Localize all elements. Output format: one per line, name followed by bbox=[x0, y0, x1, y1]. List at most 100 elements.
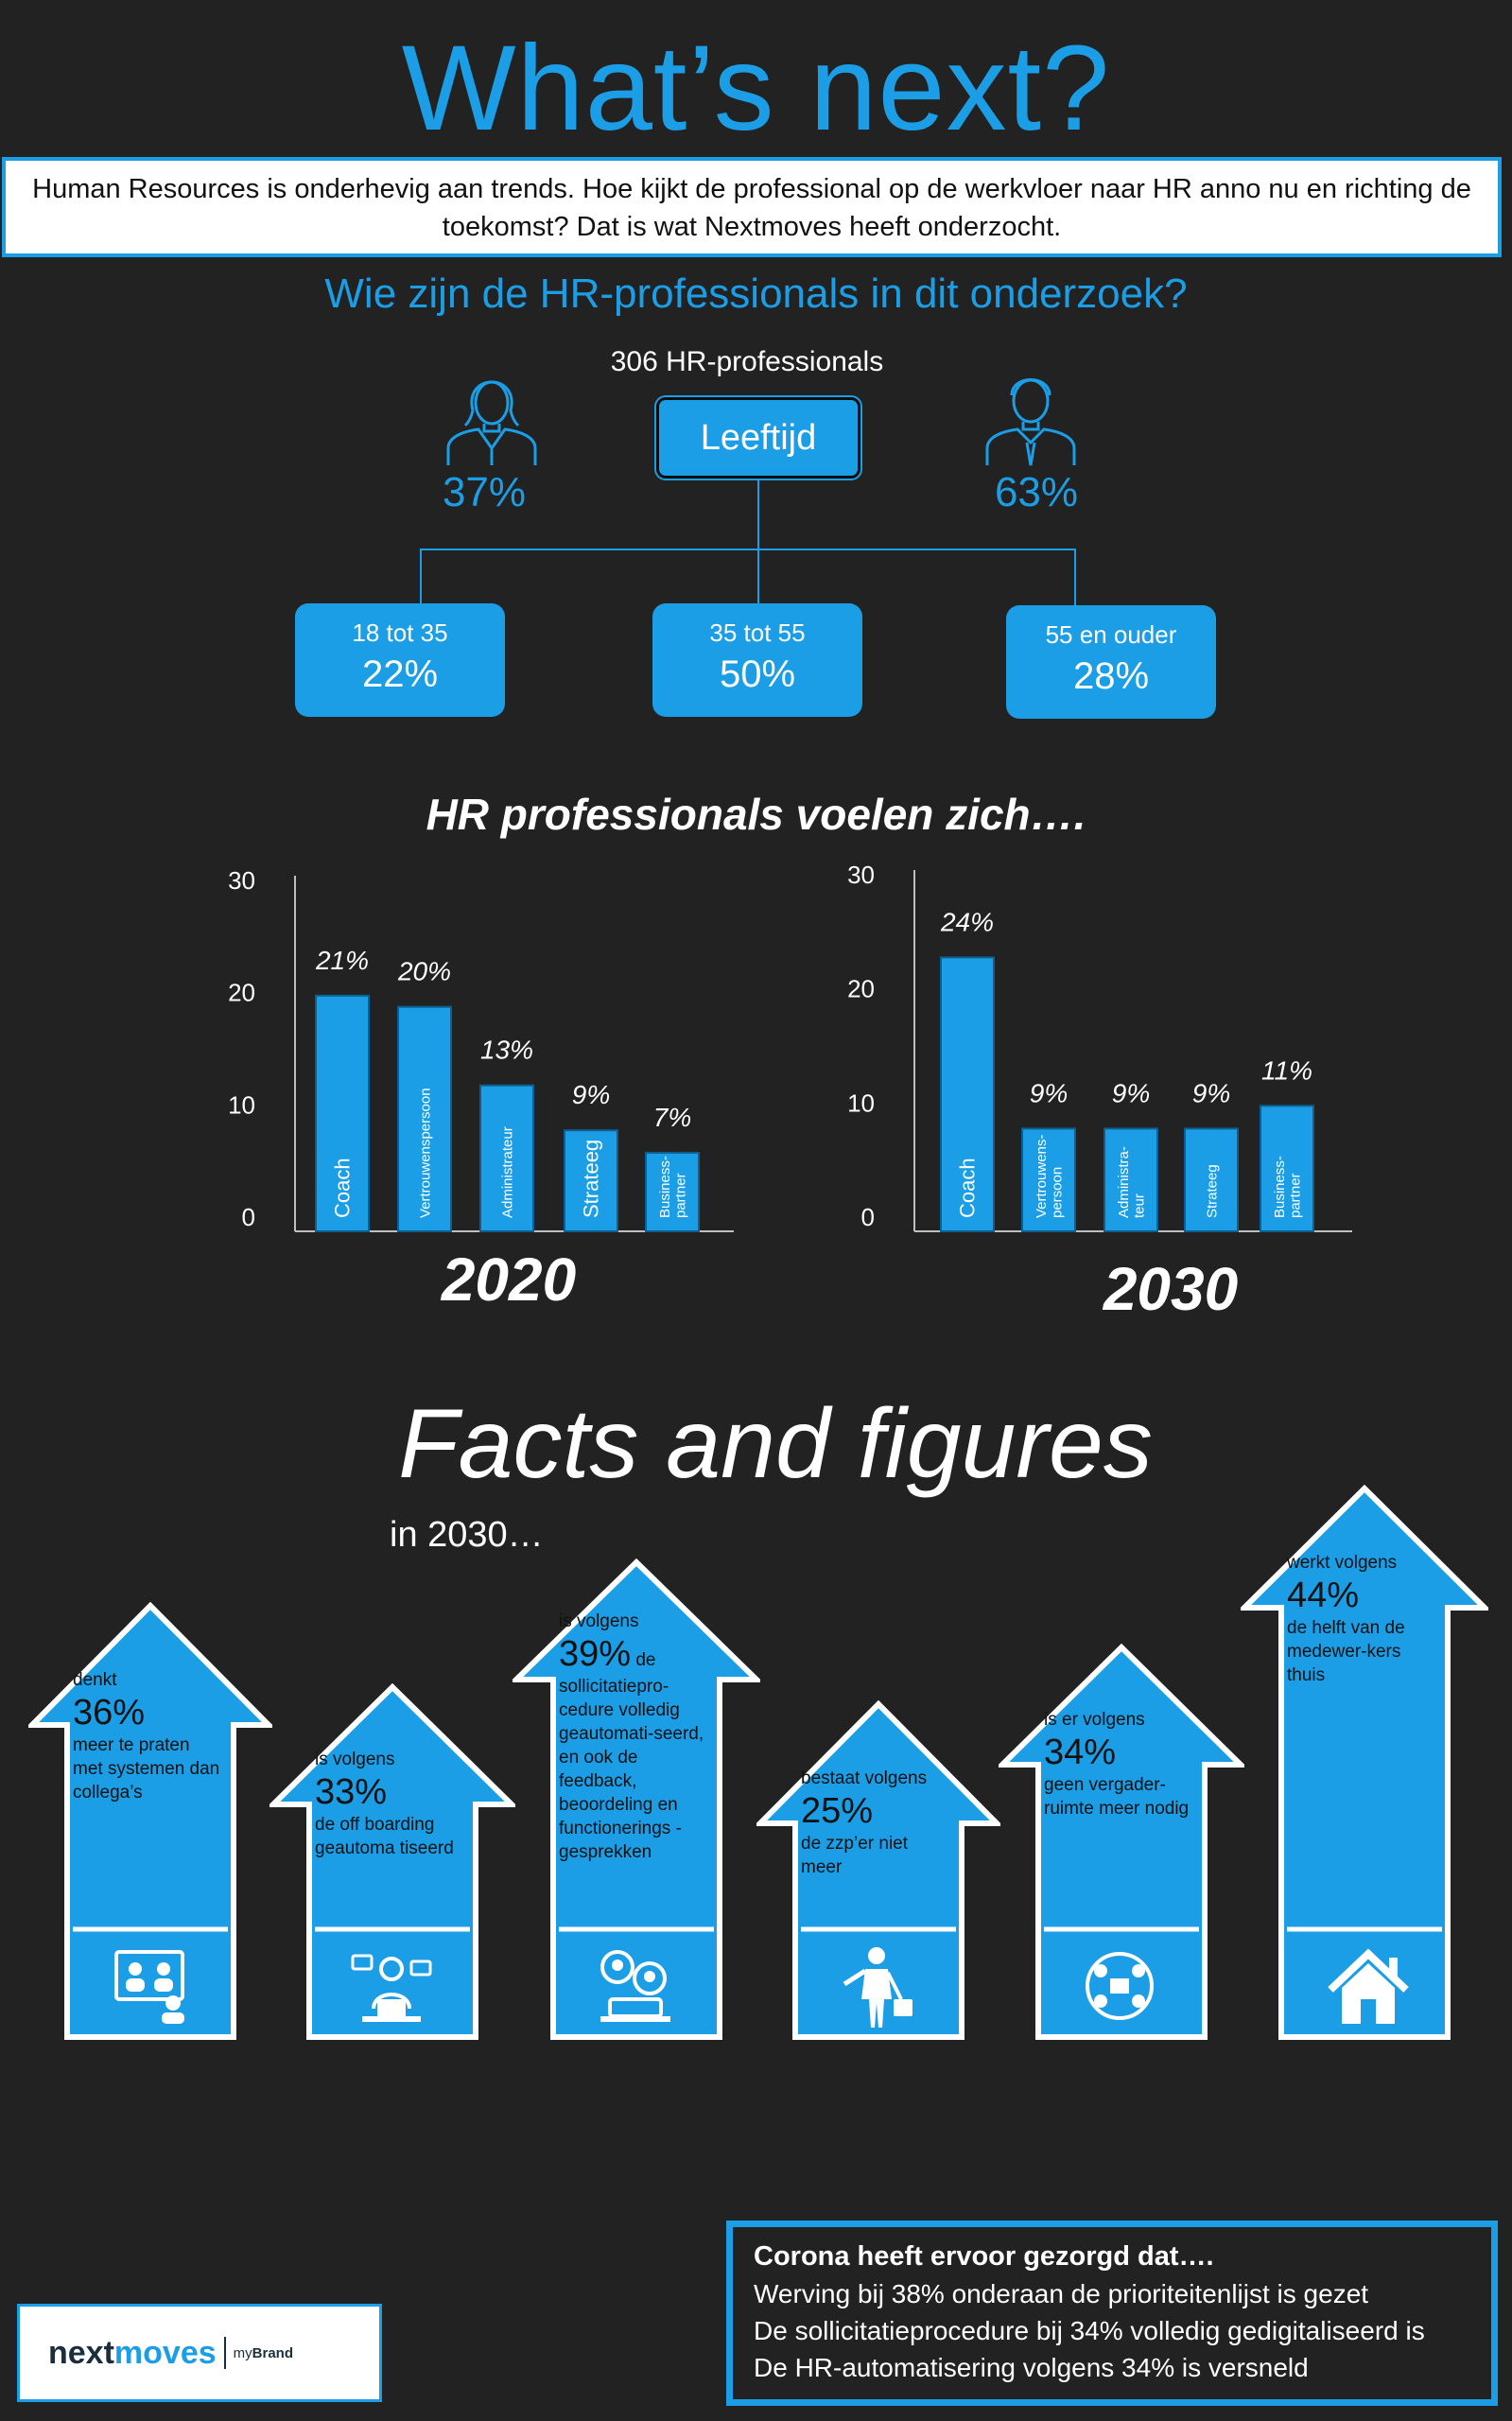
chart-title-2030: 2030 bbox=[1103, 1255, 1239, 1323]
data-label: 9% bbox=[1192, 1078, 1230, 1107]
arrow-text: bestaat volgens 25% de zzp’er niet meer bbox=[801, 1767, 948, 1879]
arrow-pre-text: bestaat volgens bbox=[801, 1768, 928, 1788]
arrow-percentage-row: 36% bbox=[73, 1692, 220, 1733]
video-call-icon bbox=[114, 1950, 184, 2024]
arrow-pre-text: is er volgens bbox=[1044, 1710, 1145, 1730]
arrow-post-text: de off boarding geautoma tiseerd bbox=[315, 1815, 454, 1858]
bar bbox=[1184, 1127, 1239, 1232]
corona-box: Corona heeft ervoor gezorgd dat…. Wervin… bbox=[726, 2221, 1498, 2406]
logo-mybrand: myBrand bbox=[234, 2345, 293, 2361]
arrow-percentage: 36% bbox=[73, 1693, 146, 1733]
category-label: Strateeg bbox=[1204, 1164, 1220, 1218]
arrow-percentage: 33% bbox=[315, 1772, 388, 1812]
demographics-subtitle: Wie zijn de HR-professionals in dit onde… bbox=[324, 270, 1188, 317]
facts-title: Facts and figures bbox=[398, 1389, 1153, 1499]
age-group-value: 22% bbox=[361, 653, 439, 695]
corona-heading: Corona heeft ervoor gezorgd dat…. bbox=[754, 2241, 1214, 2272]
arrow-shape bbox=[1241, 1485, 1488, 2040]
bar bbox=[479, 1084, 534, 1232]
bar-chart-2020: 0 10 20 30 21% Coach 20% Vertrouwenspersoon 13% A… bbox=[228, 866, 734, 1233]
bar bbox=[645, 1151, 700, 1232]
category-label: Coach bbox=[331, 1158, 355, 1218]
age-group-box: 55 en ouder 28% bbox=[1006, 605, 1216, 719]
arrow-percentage-row: 44% bbox=[1287, 1575, 1434, 1616]
age-center-box: Leeftijd bbox=[656, 397, 860, 479]
arrow-post-text: de helft van de medewer-kers thuis bbox=[1287, 1618, 1405, 1685]
connector-horizontal bbox=[420, 549, 1076, 550]
home-icon bbox=[1328, 1948, 1409, 2024]
arrow-text: is er volgens 34% geen vergader-ruimte mee… bbox=[1044, 1708, 1191, 1820]
arrow-text: is volgens 33% de off boarding geautoma ti… bbox=[315, 1748, 462, 1860]
arrow-percentage-row: 39% de bbox=[559, 1633, 706, 1675]
arrow-shape bbox=[999, 1644, 1244, 2040]
category-label: Vertrouwens-persoon bbox=[1034, 1135, 1066, 1218]
arrow-post-text: meer te praten met systemen dan collega’… bbox=[73, 1735, 220, 1803]
arrow-post-text: sollicitatiepro-cedure volledig geautoma… bbox=[559, 1677, 704, 1862]
y-tick-label: 0 bbox=[242, 1203, 255, 1231]
arrow-shape bbox=[269, 1683, 515, 2040]
arrow-pre-text: werkt volgens bbox=[1287, 1553, 1398, 1573]
female-person-icon bbox=[446, 380, 537, 465]
arrow-text: denkt 36% meer te praten met systemen dan … bbox=[73, 1668, 220, 1804]
charts-heading: HR professionals voelen zich…. bbox=[426, 790, 1086, 839]
nextmoves-logo: next moves myBrand bbox=[17, 2304, 382, 2402]
male-person-icon bbox=[985, 378, 1076, 466]
intro-text: Human Resources is onderhevig aan trends… bbox=[2, 157, 1502, 257]
age-group-box: 35 tot 55 50% bbox=[652, 603, 862, 717]
logo-my: my bbox=[233, 2344, 252, 2361]
bar-chart-2030: 0 10 20 30 24% Coach 9% Vertrouwens-persoon 9% Ad… bbox=[847, 861, 1352, 1233]
facts-subtitle: in 2030… bbox=[390, 1515, 544, 1555]
data-label: 21% bbox=[315, 946, 369, 975]
data-label: 9% bbox=[572, 1080, 610, 1109]
fact-arrow: denkt 36% meer te praten met systemen dan … bbox=[28, 1602, 272, 2041]
arrow-percentage: 44% bbox=[1287, 1576, 1360, 1615]
category-label: Business-partner bbox=[1272, 1156, 1304, 1218]
arrow-post-text: de zzp’er niet meer bbox=[801, 1834, 909, 1877]
logo-brand: Brand bbox=[252, 2344, 293, 2361]
female-percentage: 37% bbox=[442, 469, 527, 515]
arrow-shape bbox=[513, 1559, 760, 2040]
arrow-pre-text: denkt bbox=[73, 1670, 117, 1690]
fact-arrow: bestaat volgens 25% de zzp’er niet meer bbox=[756, 1700, 1000, 2041]
logo-moves: moves bbox=[113, 2334, 217, 2371]
connector-left bbox=[420, 549, 422, 605]
corona-line: Werving bij 38% onderaan de prioriteiten… bbox=[754, 2279, 1369, 2308]
y-tick-label: 0 bbox=[861, 1203, 875, 1231]
bar bbox=[1021, 1127, 1076, 1232]
chart-title-2020: 2020 bbox=[441, 1245, 577, 1314]
arrow-post-text: geen vergader-ruimte meer nodig bbox=[1044, 1775, 1190, 1819]
logo-separator bbox=[223, 2337, 226, 2369]
y-tick-label: 10 bbox=[228, 1090, 255, 1119]
fact-arrow: is volgens 39% de sollicitatiepro-cedure v… bbox=[513, 1559, 760, 2041]
bar bbox=[1260, 1105, 1314, 1232]
businessman-icon bbox=[843, 1947, 912, 2028]
data-label: 9% bbox=[1030, 1078, 1068, 1107]
laptop-worker-icon bbox=[351, 1954, 432, 2022]
category-label: Business-partner bbox=[657, 1156, 689, 1218]
arrow-percentage-row: 34% bbox=[1044, 1732, 1191, 1773]
arrow-text: is volgens 39% de sollicitatiepro-cedure v… bbox=[559, 1610, 706, 1864]
data-label: 9% bbox=[1112, 1078, 1150, 1107]
bar bbox=[564, 1129, 618, 1233]
y-tick-label: 30 bbox=[847, 861, 875, 889]
category-label: Vertrouwenspersoon bbox=[417, 1088, 433, 1218]
respondent-count: 306 HR-professionals bbox=[610, 346, 884, 377]
arrow-percentage: 39% bbox=[559, 1634, 632, 1674]
bar bbox=[315, 994, 370, 1232]
meeting-icon bbox=[1086, 1952, 1154, 2020]
connector-right bbox=[1074, 549, 1076, 607]
y-tick-label: 30 bbox=[228, 866, 255, 895]
fact-arrow: is er volgens 34% geen vergader-ruimte mee… bbox=[999, 1644, 1244, 2041]
y-tick-label: 20 bbox=[228, 979, 255, 1007]
age-group-label: 18 tot 35 bbox=[352, 618, 448, 647]
age-group-label: 55 en ouder bbox=[1045, 620, 1177, 649]
male-percentage: 63% bbox=[994, 469, 1079, 515]
arrow-shape bbox=[756, 1700, 1000, 2040]
category-label: Administra-teur bbox=[1116, 1146, 1148, 1218]
arrow-text: werkt volgens 44% de helft van de medewer-… bbox=[1287, 1551, 1434, 1687]
category-label: Administrateur bbox=[499, 1126, 515, 1218]
data-label: 24% bbox=[940, 907, 994, 936]
fact-arrow: werkt volgens 44% de helft van de medewer-… bbox=[1241, 1485, 1488, 2041]
y-tick-label: 20 bbox=[847, 975, 875, 1003]
arrow-shape bbox=[28, 1602, 272, 2040]
